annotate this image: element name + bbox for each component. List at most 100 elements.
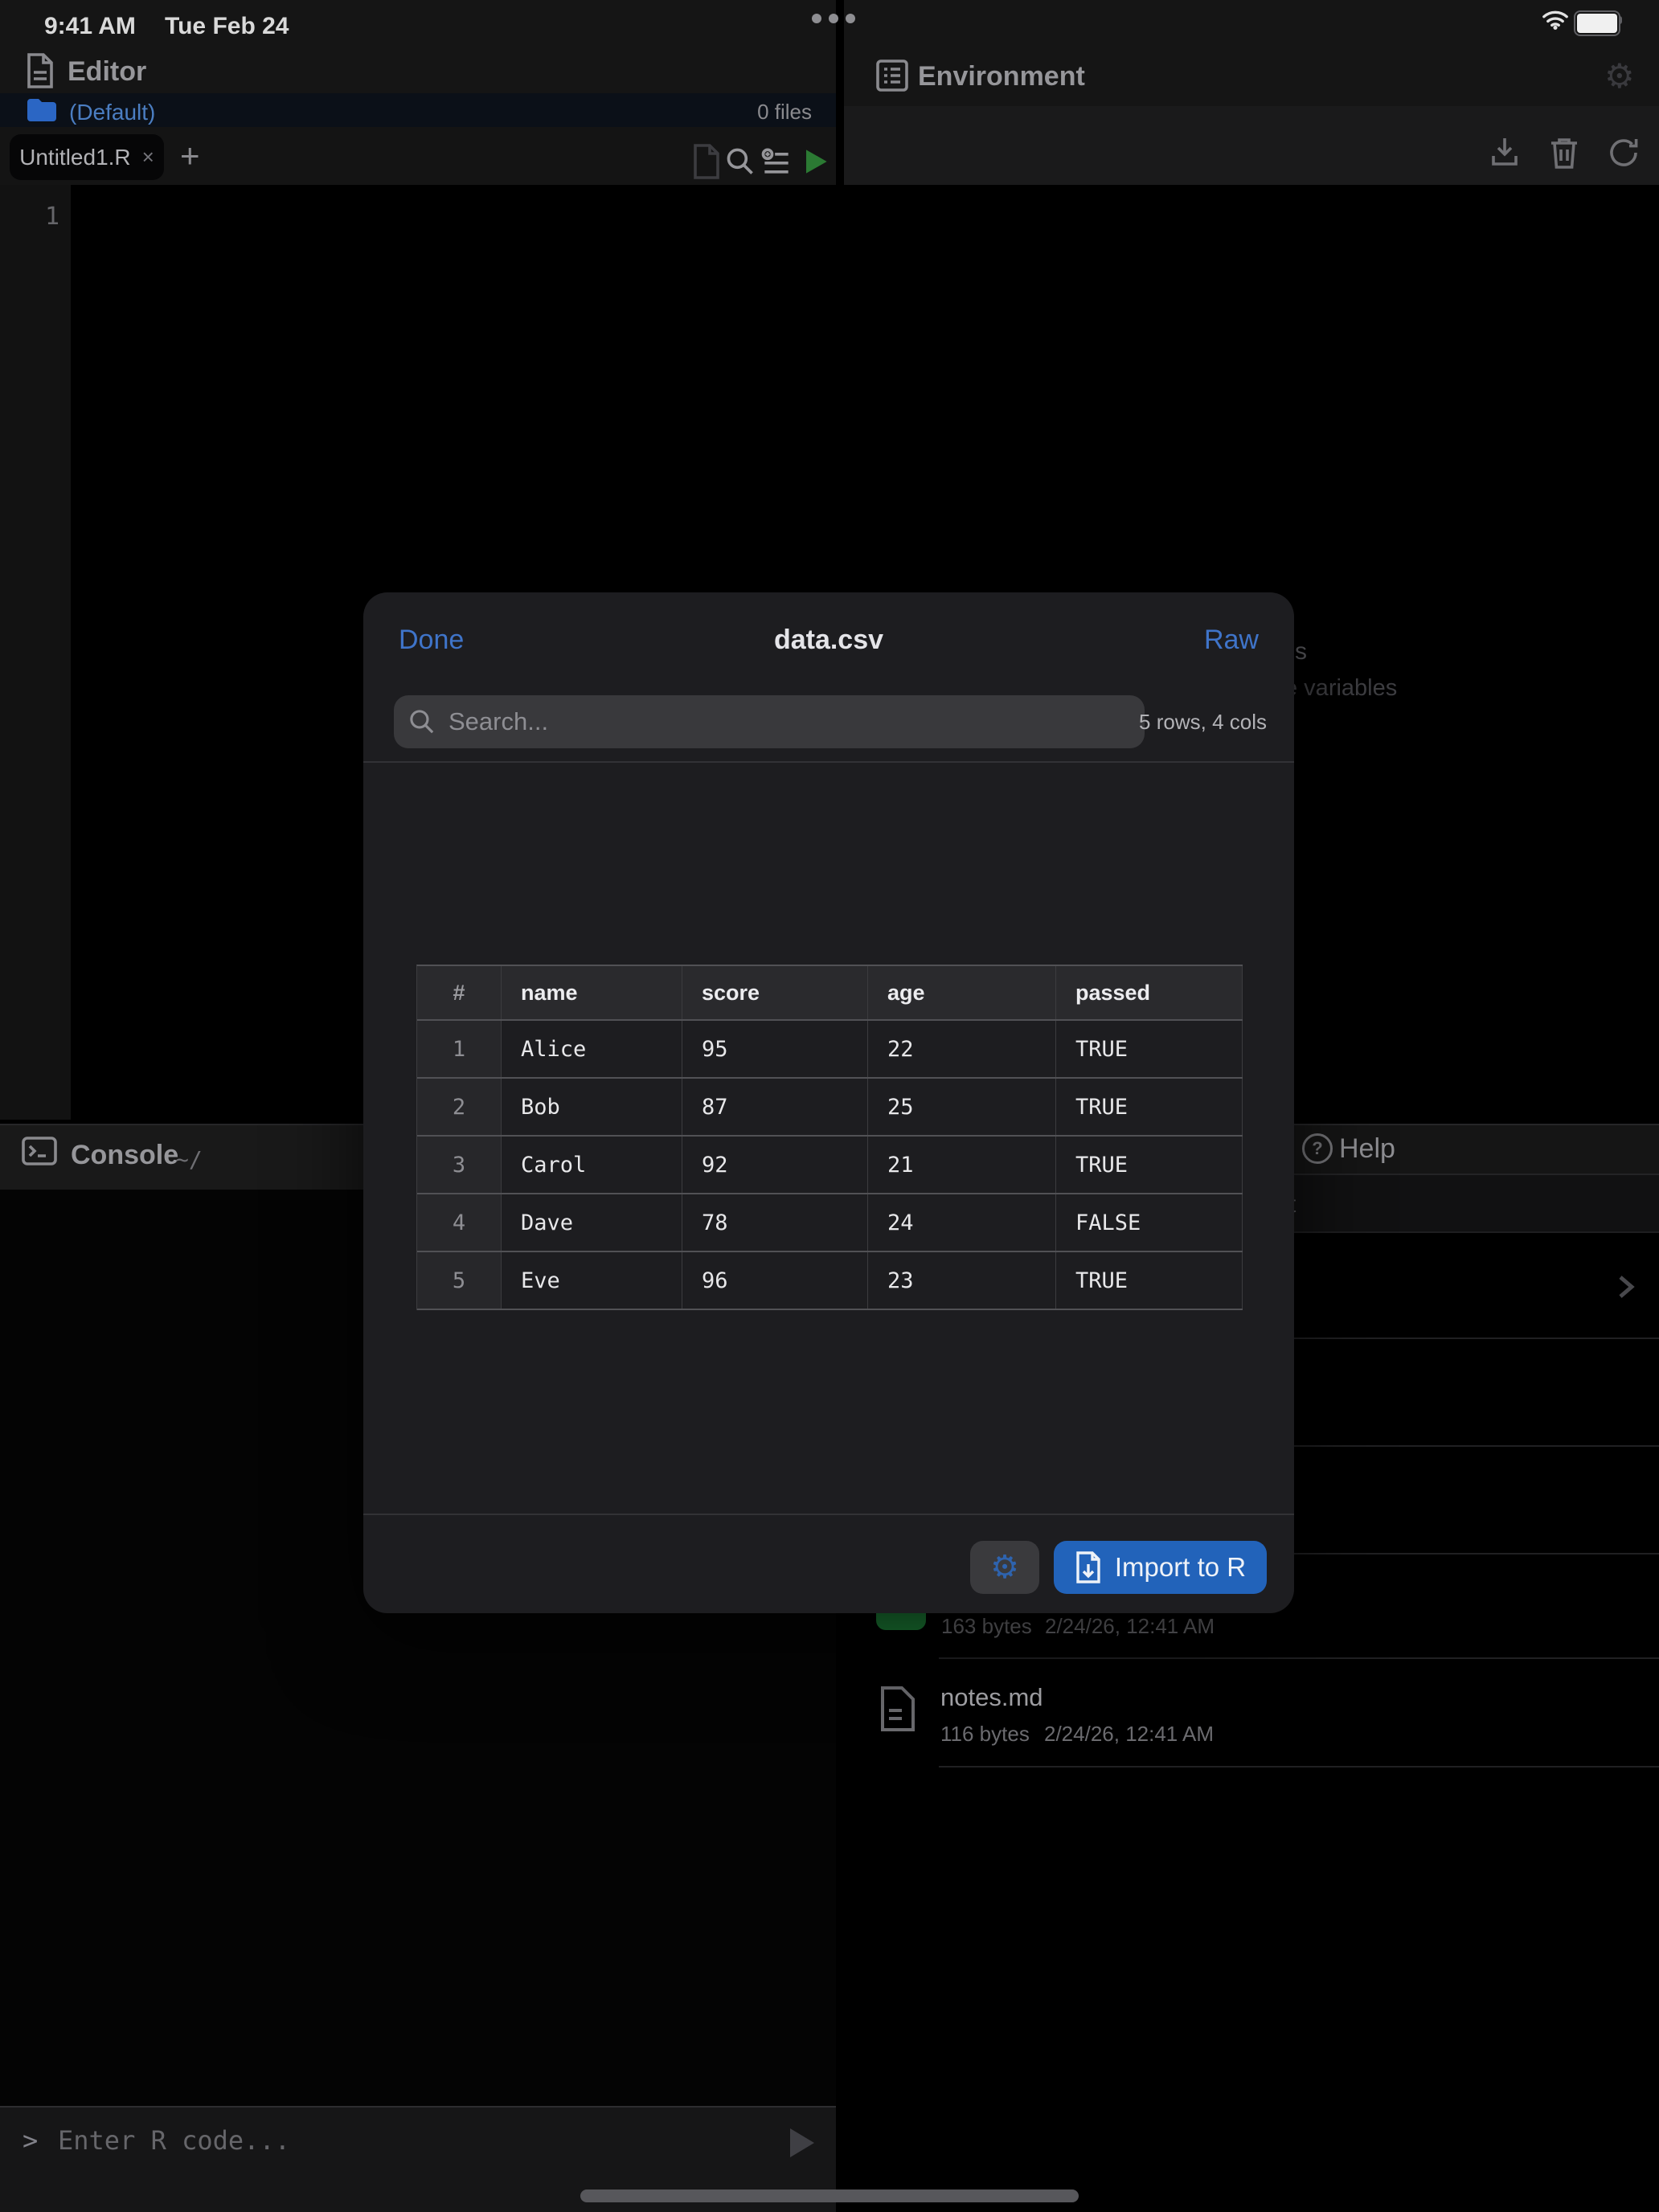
cell-score: 96 bbox=[682, 1252, 868, 1309]
cell-score: 92 bbox=[682, 1137, 868, 1193]
cell-passed: TRUE bbox=[1056, 1079, 1243, 1135]
cell-passed: TRUE bbox=[1056, 1252, 1243, 1309]
new-tab-button[interactable]: + bbox=[180, 137, 200, 174]
status-date: Tue Feb 24 bbox=[165, 13, 289, 39]
divider bbox=[363, 1514, 1294, 1515]
divider bbox=[363, 761, 1294, 763]
cell-age: 22 bbox=[868, 1021, 1056, 1077]
table-row[interactable]: 1 Alice 95 22 TRUE bbox=[417, 1021, 1243, 1079]
modal-title: data.csv bbox=[773, 625, 884, 655]
table-dimensions-label: 5 rows, 4 cols bbox=[1139, 710, 1267, 734]
battery-icon bbox=[1574, 10, 1620, 36]
cell-age: 23 bbox=[868, 1252, 1056, 1309]
export-icon[interactable] bbox=[1487, 133, 1522, 172]
home-indicator[interactable] bbox=[580, 2189, 1079, 2202]
line-number: 1 bbox=[44, 203, 59, 231]
file-size: 163 bytes bbox=[941, 1614, 1032, 1638]
chevron-right-icon[interactable] bbox=[1614, 1273, 1638, 1301]
workspace-label: (Default) bbox=[69, 100, 156, 125]
help-question-icon: ? bbox=[1302, 1133, 1333, 1164]
divider bbox=[939, 1657, 1659, 1659]
row-number: 2 bbox=[417, 1079, 502, 1135]
cell-age: 25 bbox=[868, 1079, 1056, 1135]
import-settings-button[interactable]: ⚙ bbox=[970, 1541, 1039, 1594]
column-header: passed bbox=[1056, 966, 1243, 1019]
terminal-icon bbox=[21, 1135, 58, 1167]
row-number: 4 bbox=[417, 1194, 502, 1251]
search-icon bbox=[408, 708, 436, 735]
editor-search-icon[interactable] bbox=[724, 144, 756, 179]
folder-icon bbox=[26, 97, 58, 123]
workspace-row[interactable] bbox=[0, 93, 836, 127]
editor-panel-title: Editor bbox=[68, 56, 147, 87]
files-count: 0 files bbox=[757, 100, 812, 124]
help-panel-title: Help bbox=[1339, 1133, 1395, 1164]
environment-toolbar bbox=[844, 106, 1659, 185]
row-number: 5 bbox=[417, 1252, 502, 1309]
environment-list-icon bbox=[875, 58, 910, 93]
column-header: name bbox=[502, 966, 682, 1019]
table-header-row: # name score age passed bbox=[417, 966, 1243, 1021]
new-file-icon[interactable] bbox=[690, 144, 723, 179]
cell-passed: TRUE bbox=[1056, 1137, 1243, 1193]
wifi-icon bbox=[1542, 10, 1569, 31]
battery-tip bbox=[1619, 16, 1622, 24]
status-time: 9:41 AM bbox=[44, 13, 136, 39]
refresh-icon[interactable] bbox=[1606, 133, 1641, 172]
tab-close-icon[interactable]: × bbox=[141, 145, 154, 169]
cell-name: Carol bbox=[502, 1137, 682, 1193]
markdown-file-icon bbox=[879, 1685, 916, 1733]
environment-panel-title: Environment bbox=[918, 61, 1085, 92]
file-date: 2/24/26, 12:41 AM bbox=[1044, 1722, 1215, 1746]
editor-header bbox=[0, 0, 836, 93]
table-row[interactable]: 4 Dave 78 24 FALSE bbox=[417, 1194, 1243, 1252]
divider bbox=[939, 1337, 1659, 1339]
gear-icon: ⚙ bbox=[990, 1550, 1019, 1585]
environment-empty-text-fragment: s bbox=[1295, 638, 1307, 665]
column-header: score bbox=[682, 966, 868, 1019]
import-to-r-button[interactable]: Import to R bbox=[1054, 1541, 1267, 1594]
tab-label: Untitled1.R bbox=[19, 144, 131, 170]
row-number: 1 bbox=[417, 1021, 502, 1077]
search-input[interactable] bbox=[447, 707, 1145, 737]
import-button-label: Import to R bbox=[1114, 1552, 1247, 1582]
column-header: # bbox=[417, 966, 502, 1019]
cell-passed: FALSE bbox=[1056, 1194, 1243, 1251]
console-prompt: > bbox=[23, 2125, 39, 2156]
csv-preview-modal: Done data.csv Raw 5 rows, 4 cols # name … bbox=[363, 592, 1294, 1613]
table-row[interactable]: 5 Eve 96 23 TRUE bbox=[417, 1252, 1243, 1310]
cell-name: Bob bbox=[502, 1079, 682, 1135]
file-date: 2/24/26, 12:41 AM bbox=[1045, 1614, 1215, 1638]
console-input[interactable] bbox=[56, 2119, 735, 2162]
search-field[interactable] bbox=[394, 695, 1145, 748]
tab-untitled1[interactable]: Untitled1.R × bbox=[10, 134, 164, 180]
done-button[interactable]: Done bbox=[399, 625, 465, 655]
cell-age: 24 bbox=[868, 1194, 1056, 1251]
raw-button[interactable]: Raw bbox=[1203, 625, 1259, 655]
console-run-icon[interactable] bbox=[790, 2128, 814, 2157]
cell-score: 87 bbox=[682, 1079, 868, 1135]
cell-score: 78 bbox=[682, 1194, 868, 1251]
csv-table: # name score age passed 1 Alice 95 22 TR… bbox=[416, 965, 1243, 1310]
environment-empty-subtext-fragment: e variables bbox=[1284, 675, 1398, 701]
divider bbox=[939, 1766, 1659, 1768]
environment-header bbox=[844, 0, 1659, 106]
table-row[interactable]: 3 Carol 92 21 TRUE bbox=[417, 1137, 1243, 1194]
row-number: 3 bbox=[417, 1137, 502, 1193]
file-size: 116 bytes bbox=[940, 1722, 1030, 1746]
console-working-dir: ~/ bbox=[175, 1146, 203, 1173]
cell-name: Eve bbox=[502, 1252, 682, 1309]
cell-name: Dave bbox=[502, 1194, 682, 1251]
run-code-icon[interactable] bbox=[800, 144, 830, 179]
console-panel-title: Console bbox=[71, 1140, 179, 1170]
trash-icon[interactable] bbox=[1546, 133, 1582, 172]
file-name[interactable]: notes.md bbox=[940, 1683, 1043, 1711]
document-icon bbox=[24, 53, 56, 88]
table-row[interactable]: 2 Bob 87 25 TRUE bbox=[417, 1079, 1243, 1137]
cell-score: 95 bbox=[682, 1021, 868, 1077]
multitask-indicator[interactable] bbox=[812, 14, 855, 23]
environment-settings-icon[interactable]: ⚙ bbox=[1604, 57, 1635, 95]
cell-age: 21 bbox=[868, 1137, 1056, 1193]
snippet-list-icon[interactable] bbox=[760, 144, 793, 179]
